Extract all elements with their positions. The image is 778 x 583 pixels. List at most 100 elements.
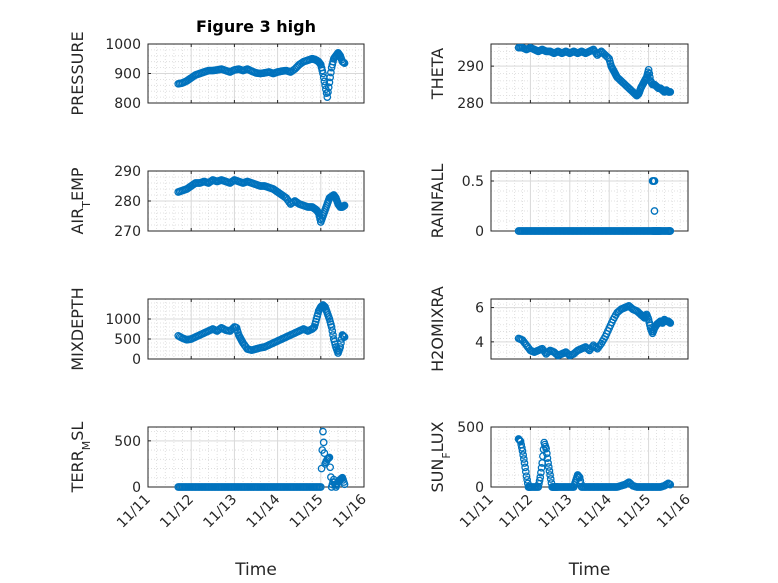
data-point <box>328 60 337 69</box>
data-point <box>324 454 333 462</box>
data-point <box>279 192 288 200</box>
data-point <box>546 475 555 483</box>
subplot-3: 270 280 290 AIRTEMP <box>68 164 365 240</box>
data-point <box>267 69 276 77</box>
data-point <box>207 325 216 334</box>
data-point <box>519 338 528 346</box>
data-point <box>327 68 335 77</box>
subplot-5: 0 500 1000 MIXDEPTH <box>68 287 365 371</box>
data-point <box>224 483 233 491</box>
data-point <box>583 344 591 352</box>
y-axis-label-main: AIR <box>68 208 87 235</box>
data-point <box>339 58 348 67</box>
data-point <box>545 467 554 475</box>
data-point <box>665 227 674 235</box>
y-axis-label: THETA <box>428 48 447 100</box>
data-point <box>267 483 276 491</box>
data-point <box>211 177 220 185</box>
data-point <box>320 449 329 458</box>
data-point <box>319 427 327 436</box>
data-point <box>220 483 229 491</box>
data-point <box>216 65 224 74</box>
y-tick-label: 4 <box>475 335 484 351</box>
data-point <box>190 483 198 491</box>
data-point <box>563 349 572 358</box>
data-point <box>289 198 298 206</box>
data-point <box>317 63 326 72</box>
data-point <box>198 483 207 491</box>
data-point <box>194 483 203 491</box>
axes-frame <box>147 298 365 360</box>
data-series <box>174 301 349 357</box>
data-point <box>311 483 319 491</box>
subplot-7: 0 500 11/11 11/12 11/13 11/14 11/15 11/16 Time TE… <box>68 422 370 580</box>
data-point <box>285 67 293 76</box>
x-tick-label: 11/16 <box>654 491 694 531</box>
data-series <box>514 435 675 491</box>
y-axis-label: H2OMIXRA <box>428 286 447 372</box>
data-series <box>514 43 675 100</box>
y-axis-label-main: SUN <box>428 459 447 493</box>
y-axis-label-rest: EMP <box>68 167 87 201</box>
data-point <box>544 459 552 467</box>
y-axis-label: RAINFALL <box>428 164 447 239</box>
subplot-2: 280 290 THETA <box>428 43 689 112</box>
data-series <box>174 176 349 226</box>
x-tick-label: 11/14 <box>244 491 284 531</box>
data-point <box>240 341 249 349</box>
axes-frame <box>490 298 689 360</box>
y-tick-label: 0 <box>475 224 484 240</box>
data-point <box>280 66 289 75</box>
data-point <box>211 326 220 335</box>
data-point <box>194 179 203 187</box>
y-axis-label: MIXDEPTH <box>68 287 87 370</box>
data-point <box>177 483 185 491</box>
data-point <box>255 181 263 190</box>
y-tick-label: 0.5 <box>462 174 484 190</box>
data-point <box>198 178 207 186</box>
data-series <box>174 48 349 101</box>
data-point <box>537 468 545 477</box>
data-point <box>542 449 551 458</box>
x-tick-label: 11/12 <box>157 492 197 532</box>
y-tick-label: 0 <box>132 352 141 368</box>
data-point <box>324 83 333 92</box>
data-point <box>339 332 348 341</box>
y-tick-label: 1000 <box>105 37 141 53</box>
data-point <box>551 349 560 358</box>
data-point <box>325 78 334 87</box>
data-point <box>242 483 250 491</box>
data-point <box>203 178 211 187</box>
x-tick-label: 11/13 <box>536 492 576 532</box>
data-point <box>207 66 216 75</box>
y-tick-label: 500 <box>114 434 141 450</box>
data-point <box>544 463 553 471</box>
data-point <box>255 69 263 78</box>
y-tick-label: 900 <box>114 67 141 83</box>
data-point <box>575 472 583 481</box>
data-point <box>263 68 272 77</box>
data-point <box>302 483 311 491</box>
data-point <box>319 438 328 447</box>
y-axis-label: AIRTEMP <box>68 167 93 234</box>
data-point <box>523 475 531 484</box>
data-point <box>233 483 242 491</box>
data-point <box>246 345 255 354</box>
data-point <box>537 463 546 472</box>
data-point <box>289 483 298 491</box>
y-axis-label-main: PRESSURE <box>68 31 87 115</box>
y-axis-label-main: THETA <box>428 48 447 100</box>
data-point <box>606 59 615 68</box>
data-point <box>318 66 327 75</box>
y-axis-label: TERRMSL <box>68 422 93 494</box>
data-point <box>645 69 654 78</box>
data-point <box>203 67 211 75</box>
data-point <box>326 463 335 472</box>
y-tick-label: 500 <box>114 332 141 348</box>
data-point <box>535 479 543 488</box>
data-point <box>216 176 224 185</box>
data-point <box>242 65 250 74</box>
y-axis-label-rest: LUX <box>428 421 447 452</box>
data-series <box>514 177 675 235</box>
